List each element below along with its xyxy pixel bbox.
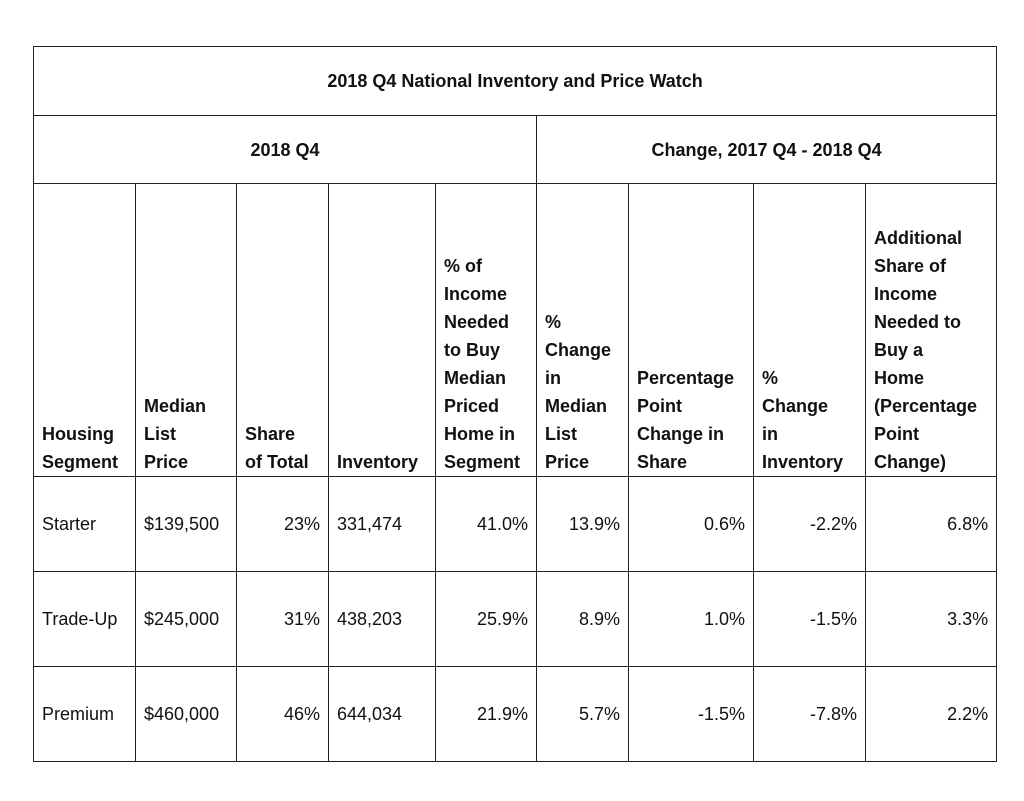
cell-median-list-price: $460,000 bbox=[135, 666, 237, 762]
column-header-additional-income-share: Additional Share of Income Needed to Buy… bbox=[864, 183, 998, 477]
cell-pp-change-share: -1.5% bbox=[628, 666, 754, 762]
cell-share-of-total: 23% bbox=[236, 476, 329, 572]
cell-pct-income-needed: 21.9% bbox=[435, 666, 537, 762]
column-header-housing-segment: Housing Segment bbox=[33, 183, 136, 477]
column-header-inventory: Inventory bbox=[328, 183, 436, 477]
cell-pp-change-share: 0.6% bbox=[628, 476, 754, 572]
cell-inventory: 644,034 bbox=[328, 666, 436, 762]
cell-median-list-price: $245,000 bbox=[135, 571, 237, 667]
group-header-2018-q4: 2018 Q4 bbox=[33, 115, 537, 184]
column-header-pp-change-share: Percentage Point Change in Share bbox=[628, 183, 754, 477]
group-row: 2018 Q4 Change, 2017 Q4 - 2018 Q4 bbox=[33, 115, 998, 184]
column-header-pct-change-median-price: % Change in Median List Price bbox=[536, 183, 629, 477]
title-row: 2018 Q4 National Inventory and Price Wat… bbox=[32, 46, 998, 116]
cell-pct-change-inventory: -1.5% bbox=[753, 571, 866, 667]
cell-pct-change-median-price: 8.9% bbox=[536, 571, 629, 667]
cell-pct-income-needed: 25.9% bbox=[435, 571, 537, 667]
table-title: 2018 Q4 National Inventory and Price Wat… bbox=[32, 46, 998, 116]
column-header-row: Housing Segment Median List Price Share … bbox=[33, 183, 998, 477]
cell-share-of-total: 31% bbox=[236, 571, 329, 667]
column-header-pct-income-needed: % of Income Needed to Buy Median Priced … bbox=[435, 183, 537, 477]
group-header-change: Change, 2017 Q4 - 2018 Q4 bbox=[535, 115, 998, 184]
table-row-premium: Premium $460,000 46% 644,034 21.9% 5.7% … bbox=[33, 666, 998, 762]
cell-pp-change-share: 1.0% bbox=[628, 571, 754, 667]
table-row-trade-up: Trade-Up $245,000 31% 438,203 25.9% 8.9%… bbox=[33, 571, 998, 667]
cell-inventory: 331,474 bbox=[328, 476, 436, 572]
column-header-median-list-price: Median List Price bbox=[135, 183, 237, 477]
column-header-pct-change-inventory: % Change in Inventory bbox=[753, 183, 866, 477]
cell-additional-income-share: 6.8% bbox=[864, 476, 998, 572]
cell-pct-change-inventory: -2.2% bbox=[753, 476, 866, 572]
inventory-price-table: 2018 Q4 National Inventory and Price Wat… bbox=[32, 46, 998, 762]
cell-segment: Starter bbox=[33, 476, 136, 572]
cell-pct-change-median-price: 5.7% bbox=[536, 666, 629, 762]
table-row-starter: Starter $139,500 23% 331,474 41.0% 13.9%… bbox=[33, 476, 998, 572]
cell-median-list-price: $139,500 bbox=[135, 476, 237, 572]
column-header-share-of-total: Share of Total bbox=[236, 183, 329, 477]
cell-segment: Premium bbox=[33, 666, 136, 762]
cell-pct-income-needed: 41.0% bbox=[435, 476, 537, 572]
cell-segment: Trade-Up bbox=[33, 571, 136, 667]
cell-additional-income-share: 3.3% bbox=[864, 571, 998, 667]
cell-pct-change-median-price: 13.9% bbox=[536, 476, 629, 572]
cell-additional-income-share: 2.2% bbox=[864, 666, 998, 762]
cell-share-of-total: 46% bbox=[236, 666, 329, 762]
cell-pct-change-inventory: -7.8% bbox=[753, 666, 866, 762]
cell-inventory: 438,203 bbox=[328, 571, 436, 667]
